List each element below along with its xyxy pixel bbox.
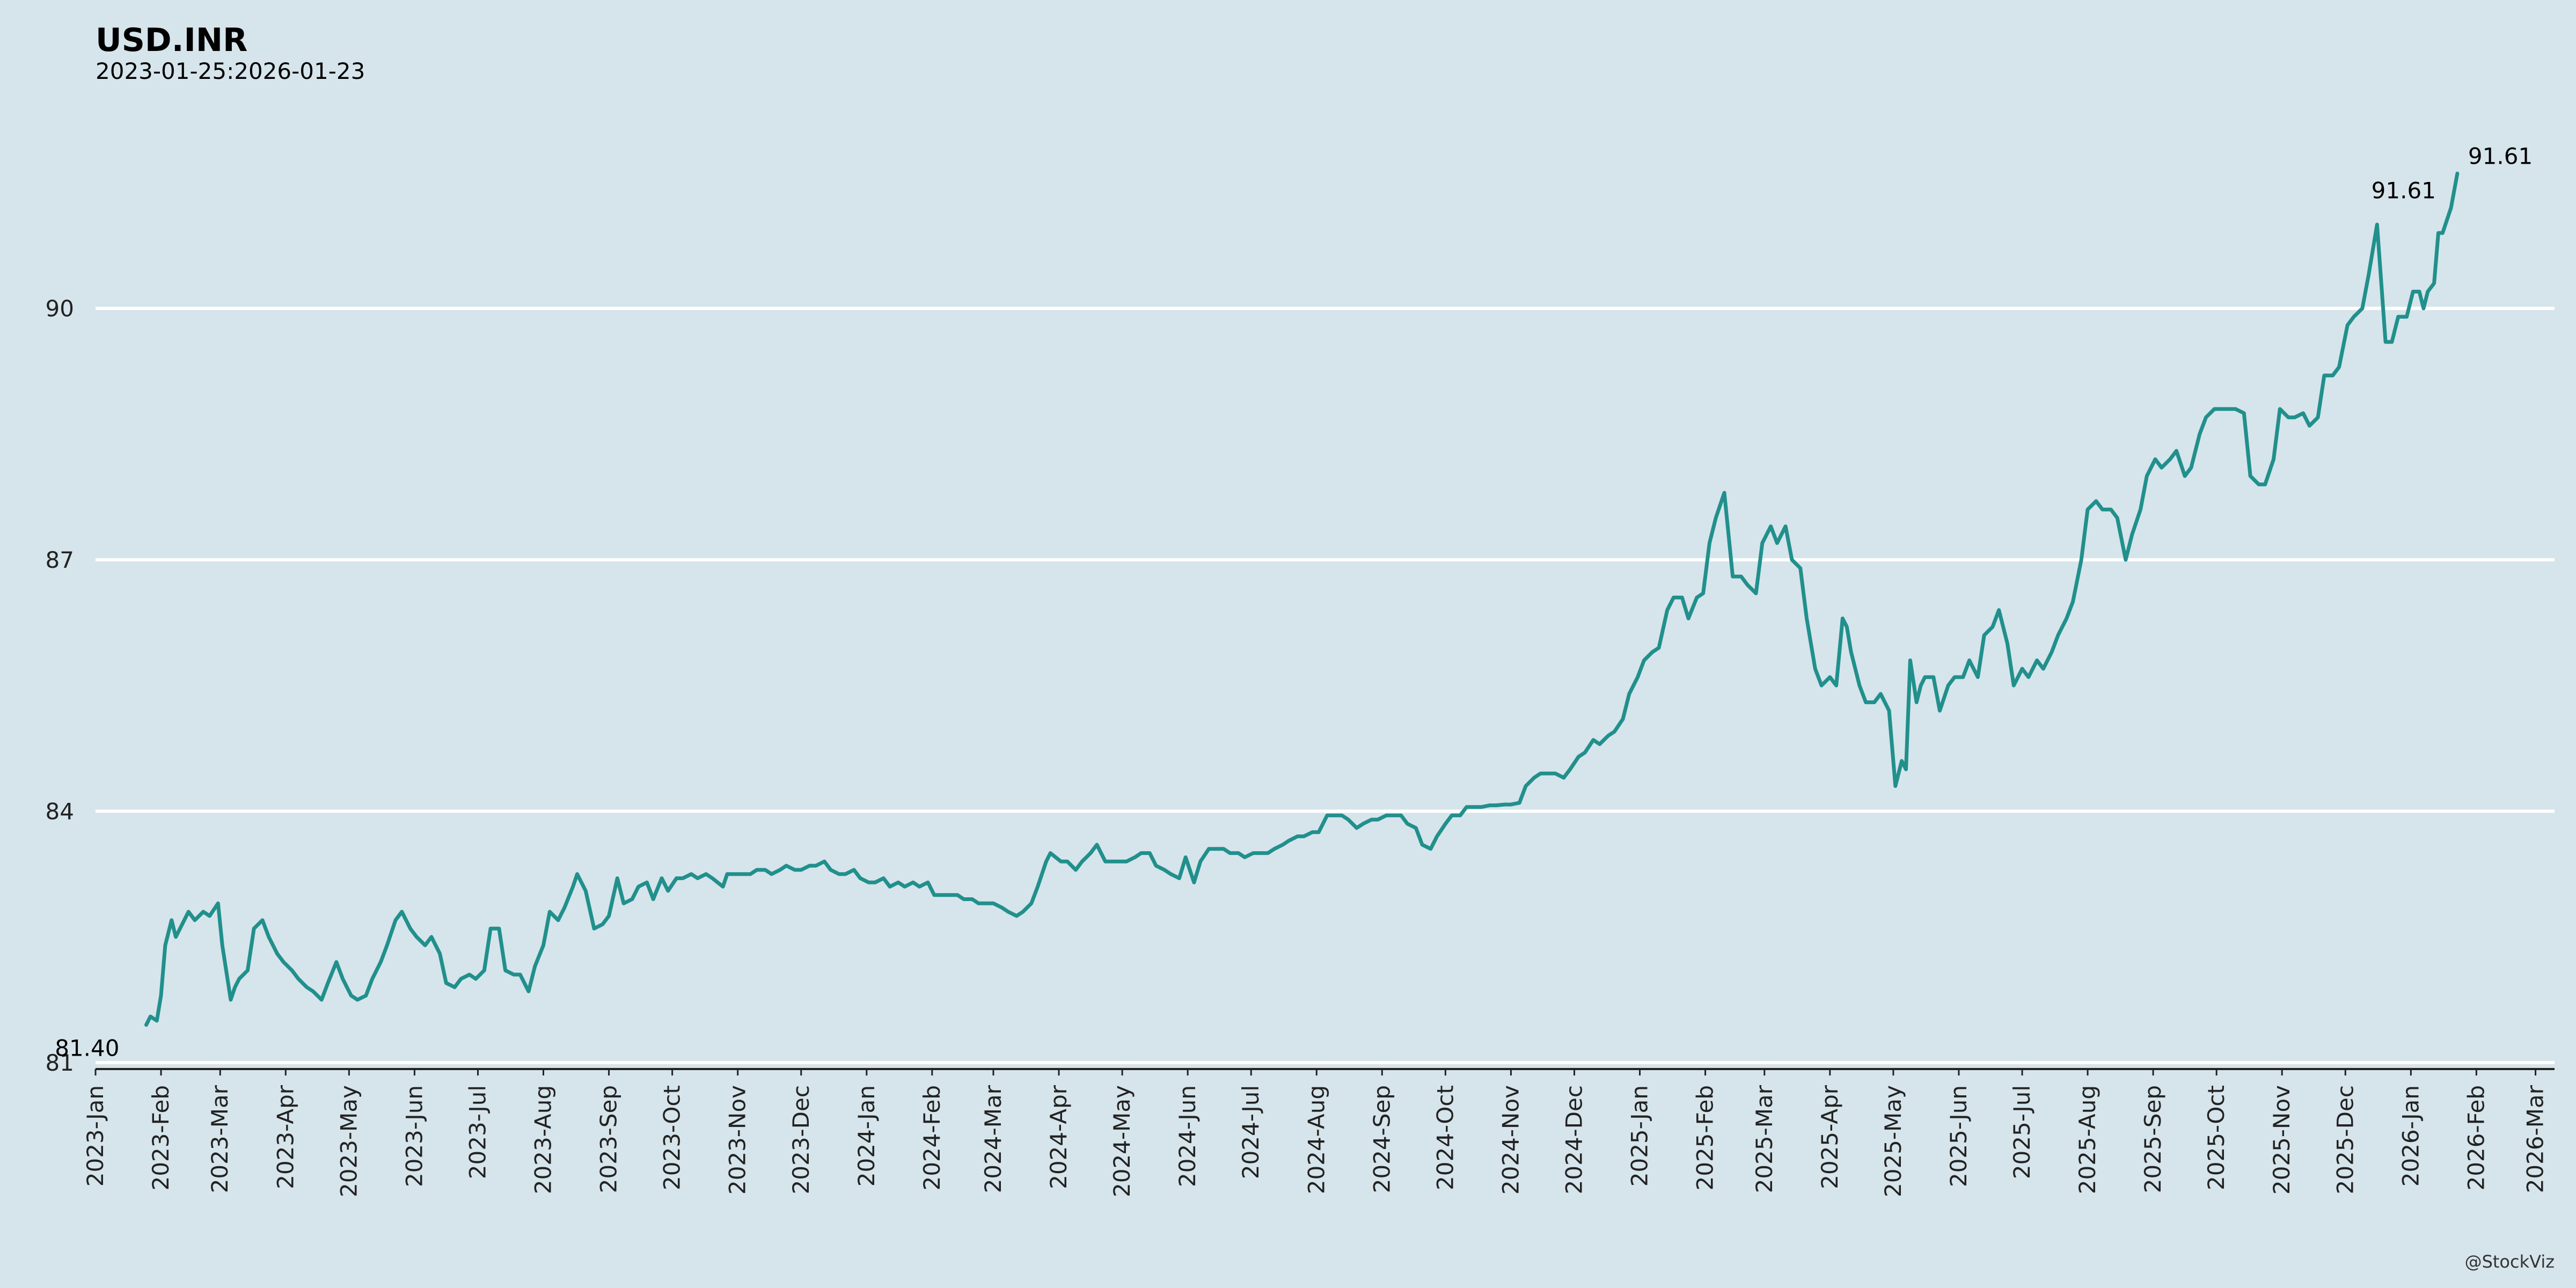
- value-annotation: 81.40: [55, 1035, 119, 1062]
- x-tick-label: 2024-Mar: [980, 1085, 1006, 1193]
- x-tick-label: 2026-Jan: [2397, 1085, 2424, 1187]
- x-tick-label: 2023-Jun: [401, 1085, 427, 1187]
- x-tick-label: 2025-Jul: [2009, 1085, 2035, 1179]
- series-line: [144, 171, 2460, 1027]
- value-annotation: 91.61: [2468, 143, 2533, 169]
- x-tick-label: 2023-Jul: [464, 1085, 491, 1179]
- x-tick-label: 2023-Dec: [788, 1085, 814, 1194]
- x-tick-label: 2024-Dec: [1561, 1085, 1587, 1194]
- x-tick-label: 2025-Apr: [1817, 1085, 1843, 1189]
- x-tick-label: 2024-May: [1109, 1085, 1135, 1197]
- y-tick-label: 87: [46, 547, 74, 573]
- x-tick-label: 2025-Nov: [2268, 1085, 2295, 1195]
- chart-subtitle: 2023-01-25:2026-01-23: [96, 58, 365, 84]
- y-tick-label: 84: [46, 799, 74, 825]
- x-tick-label: 2025-Sep: [2140, 1085, 2166, 1193]
- x-tick-label: 2025-Jan: [1627, 1085, 1653, 1187]
- x-tick-label: 2024-Sep: [1368, 1085, 1395, 1193]
- x-tick-label: 2025-Dec: [2332, 1085, 2358, 1194]
- x-tick-label: 2024-Jan: [853, 1085, 880, 1187]
- y-tick-label: 81: [46, 1050, 74, 1076]
- credit-label: @StockViz: [2464, 1252, 2555, 1272]
- x-tick-label: 2023-Mar: [207, 1085, 233, 1193]
- x-tick-label: 2024-Apr: [1045, 1085, 1072, 1189]
- x-tick-label: 2023-Jan: [82, 1085, 108, 1187]
- value-annotation: 91.61: [2372, 177, 2436, 203]
- chart-title: USD.INR: [96, 21, 248, 59]
- x-tick-label: 2026-Feb: [2463, 1085, 2489, 1190]
- x-tick-label: 2023-Feb: [148, 1085, 174, 1190]
- x-tick-label: 2025-Mar: [1751, 1085, 1777, 1193]
- x-tick-label: 2024-Feb: [919, 1085, 945, 1190]
- x-tick-label: 2023-Apr: [272, 1085, 298, 1189]
- x-tick-label: 2025-Feb: [1692, 1085, 1718, 1190]
- y-tick-label: 90: [46, 296, 74, 322]
- x-tick-label: 2023-Nov: [724, 1085, 751, 1195]
- x-tick-label: 2025-Oct: [2203, 1085, 2229, 1190]
- x-tick-label: 2025-May: [1880, 1085, 1906, 1197]
- x-tick-label: 2023-Sep: [596, 1085, 622, 1193]
- x-tick-label: 2024-Aug: [1303, 1085, 1329, 1194]
- x-tick-label: 2023-May: [335, 1085, 362, 1197]
- x-tick-label: 2024-Oct: [1432, 1085, 1458, 1190]
- x-tick-label: 2024-Jun: [1174, 1085, 1201, 1187]
- x-tick-label: 2024-Jul: [1238, 1085, 1264, 1179]
- x-tick-label: 2023-Aug: [530, 1085, 557, 1194]
- x-tick-label: 2024-Nov: [1497, 1085, 1524, 1195]
- x-tick-label: 2025-Jun: [1945, 1085, 1972, 1187]
- x-tick-label: 2025-Aug: [2074, 1085, 2101, 1194]
- x-tick-label: 2026-Mar: [2522, 1085, 2549, 1193]
- x-tick-label: 2023-Oct: [659, 1085, 685, 1190]
